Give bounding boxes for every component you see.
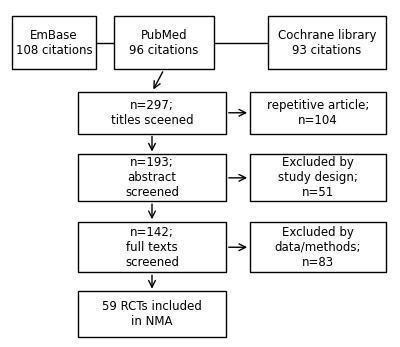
Text: 59 RCTs included
in NMA: 59 RCTs included in NMA [102, 300, 202, 328]
Text: repetitive article;
n=104: repetitive article; n=104 [267, 99, 369, 127]
FancyBboxPatch shape [78, 222, 226, 272]
FancyBboxPatch shape [78, 92, 226, 134]
Text: n=142;
full texts
screened: n=142; full texts screened [125, 226, 179, 269]
Text: n=193;
abstract
screened: n=193; abstract screened [125, 156, 179, 199]
FancyBboxPatch shape [250, 92, 386, 134]
Text: Excluded by
study design;
n=51: Excluded by study design; n=51 [278, 156, 358, 199]
FancyBboxPatch shape [78, 291, 226, 337]
FancyBboxPatch shape [12, 16, 96, 69]
FancyBboxPatch shape [268, 16, 386, 69]
FancyBboxPatch shape [250, 222, 386, 272]
FancyBboxPatch shape [250, 154, 386, 201]
Text: EmBase
108 citations: EmBase 108 citations [16, 28, 92, 57]
Text: Cochrane library
93 citations: Cochrane library 93 citations [278, 28, 376, 57]
Text: n=297;
titles sceened: n=297; titles sceened [111, 99, 193, 127]
Text: PubMed
96 citations: PubMed 96 citations [129, 28, 199, 57]
Text: Excluded by
data/methods;
n=83: Excluded by data/methods; n=83 [275, 226, 361, 269]
FancyBboxPatch shape [78, 154, 226, 201]
FancyBboxPatch shape [114, 16, 214, 69]
